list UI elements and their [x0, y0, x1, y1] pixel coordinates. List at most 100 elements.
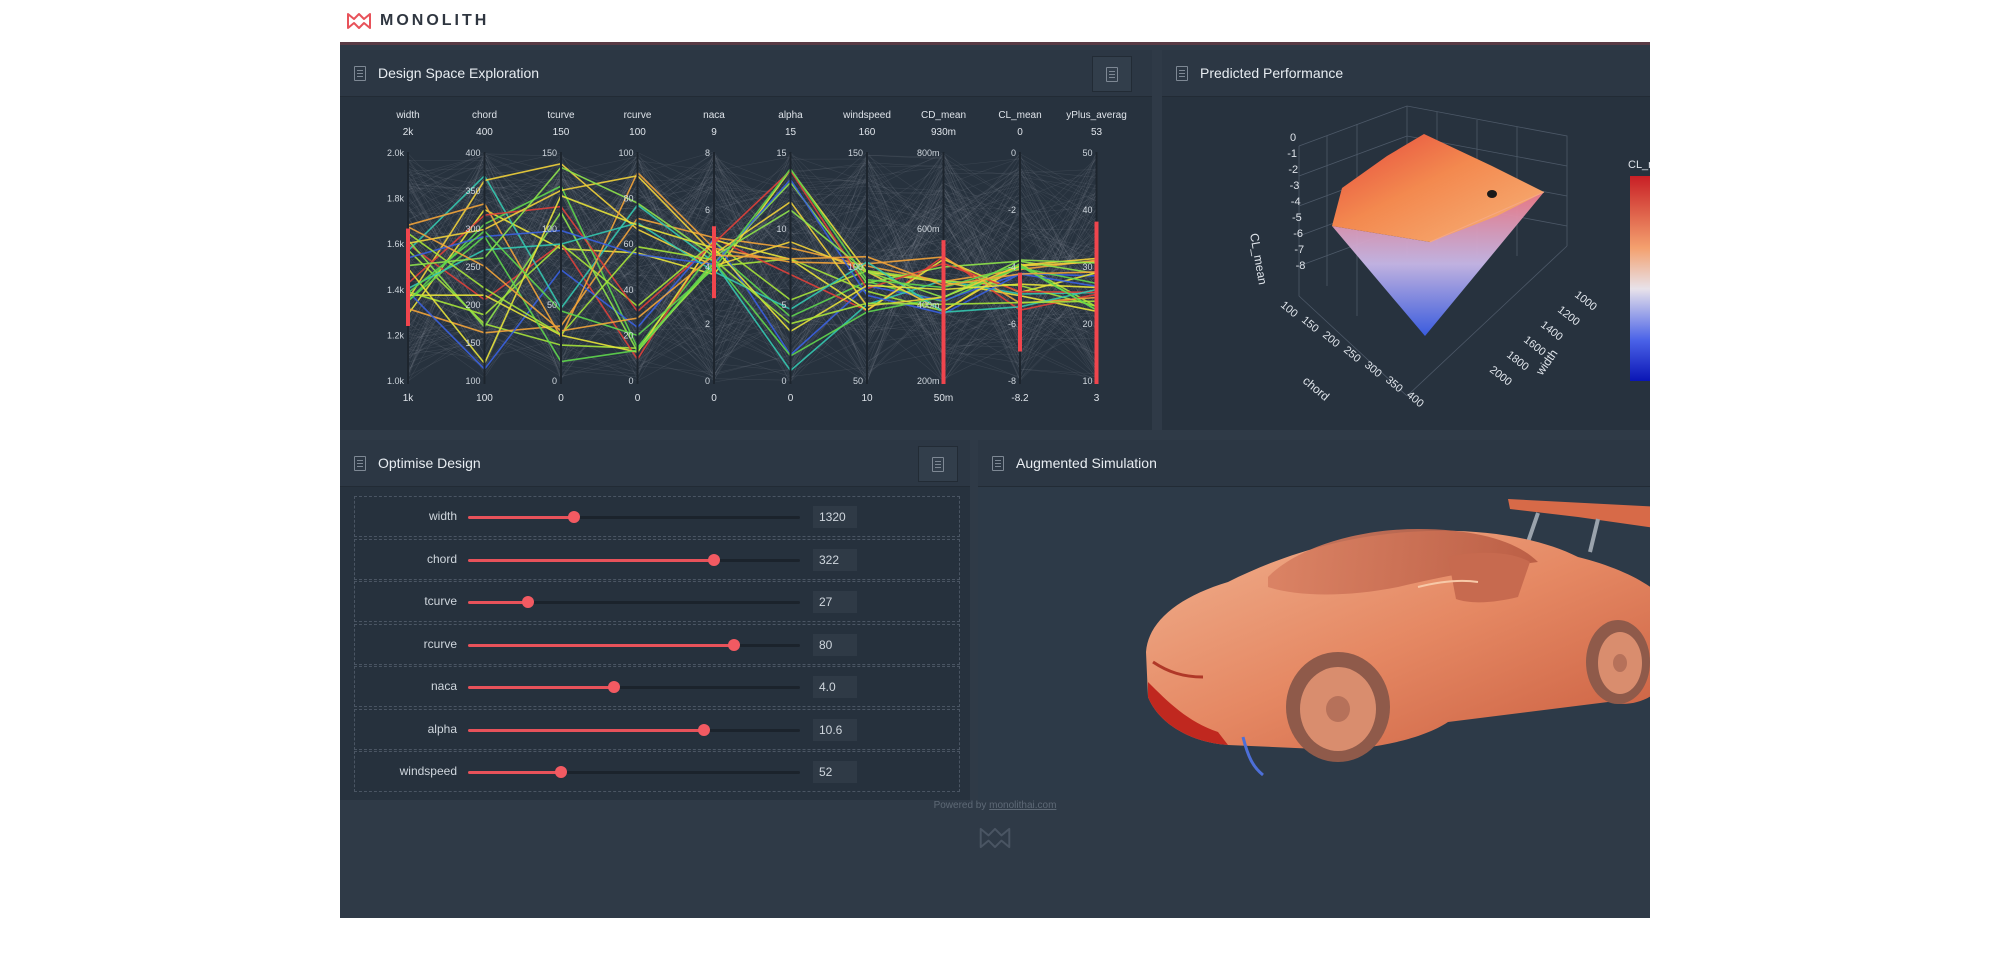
tick-label: 0 [781, 376, 786, 386]
background-lines [407, 151, 1097, 385]
slider-thumb[interactable] [554, 766, 567, 778]
slider-row-tcurve: tcurve 27 [354, 581, 960, 622]
slider-thumb[interactable] [727, 638, 740, 651]
slider-row-width: width 1320 [354, 496, 960, 537]
panel-info-button[interactable] [918, 446, 958, 482]
monolith-watermark-icon [979, 827, 1011, 849]
tick-label: 1200 [1555, 304, 1582, 329]
tick-label: 150 [542, 148, 557, 158]
tick-label: 20 [623, 330, 633, 340]
car-simulation-render[interactable] [978, 487, 1650, 800]
footer: Powered by monolithai.com [340, 800, 1650, 854]
panel-header: Design Space Exploration [340, 50, 1152, 97]
parallel-coordinates-chart[interactable]: width2k1k2.0k1.8k1.6k1.4k1.2k1.0kchord40… [340, 96, 1152, 430]
tick-label: 1.8k [387, 194, 405, 204]
axis-top-value: 9 [711, 127, 717, 138]
tick-label: 80 [623, 194, 633, 204]
slider-track[interactable] [468, 681, 800, 693]
slider-row-windspeed: windspeed 52 [354, 751, 960, 792]
tick-label: 100 [1278, 299, 1300, 320]
tick-label: -6 [1293, 228, 1303, 240]
axis-top-value: 930m [931, 127, 956, 138]
axis-name: windspeed [842, 110, 891, 121]
tick-label: 10 [776, 224, 786, 234]
slider-label: tcurve [424, 594, 457, 608]
slider-fill [468, 728, 704, 732]
slider-value[interactable]: 322 [813, 548, 857, 571]
axis-name: naca [703, 110, 725, 121]
slider-thumb[interactable] [608, 681, 621, 693]
slider-thumb[interactable] [568, 511, 581, 523]
axis-bottom-value: 100 [476, 393, 493, 404]
tick-label: 600m [917, 224, 940, 234]
slider-value[interactable]: 27 [813, 591, 857, 613]
axis-name: CD_mean [921, 110, 966, 121]
tick-label: 2.0k [387, 148, 405, 158]
slider-label: chord [426, 551, 457, 566]
tick-label: -6 [1008, 319, 1016, 329]
tick-label: 150 [848, 148, 863, 158]
tick-label: 100 [465, 376, 480, 386]
tick-label: 400 [1404, 389, 1426, 410]
surface-underside [1332, 192, 1544, 336]
slider-thumb[interactable] [707, 553, 720, 566]
tick-label: 800m [917, 148, 940, 158]
slider-track[interactable] [468, 596, 800, 608]
tick-label: 1.0k [387, 376, 405, 386]
tick-label: -1 [1287, 148, 1297, 160]
brand-logo[interactable]: MONOLITH [346, 10, 489, 32]
predicted-performance-panel: Predicted Performance [1162, 50, 1650, 430]
slider-track[interactable] [468, 511, 800, 523]
tick-label: 60 [623, 239, 633, 249]
panel-header: Predicted Performance [1162, 50, 1650, 97]
footer-link[interactable]: monolithai.com [989, 800, 1057, 811]
panel-info-button[interactable] [1092, 56, 1132, 92]
tick-label: 50 [1082, 148, 1092, 158]
tick-label: 15 [776, 148, 786, 158]
slider-thumb[interactable] [521, 596, 534, 608]
tick-label: 0 [628, 376, 633, 386]
axis-top-value: 400 [476, 127, 493, 138]
slider-value[interactable]: 52 [813, 761, 857, 783]
axis-width: width 2k 1k 2.0k 1.8k 1.6k 1.4k 1.2k 1.0k [387, 110, 420, 404]
slider-value[interactable]: 10.6 [813, 718, 857, 741]
slider-value[interactable]: 80 [813, 633, 857, 656]
tick-label: 30 [1082, 262, 1092, 272]
slider-value[interactable]: 4.0 [813, 676, 857, 698]
axis-name: tcurve [547, 110, 575, 121]
dashboard: Design Space Exploration width 2k 1k 2.0k 1.… [340, 42, 1650, 918]
constraint-range [712, 226, 716, 299]
tick-label: -4 [1291, 196, 1301, 208]
tick-label: 400m [917, 300, 940, 310]
axis-bottom-value: 3 [1094, 393, 1100, 404]
slider-thumb[interactable] [697, 723, 710, 736]
slider-track[interactable] [468, 766, 800, 778]
axis-top-value: 2k [403, 127, 415, 138]
tick-label: 6 [705, 205, 710, 215]
slider-track[interactable] [468, 638, 800, 651]
axis-name: yPlus_averag [1066, 110, 1127, 121]
footer-prefix: Powered by [933, 800, 987, 811]
slider-row-alpha: alpha 10.6 [354, 708, 960, 750]
axis-windspeed: windspeed 160 10 150 100 50 [842, 110, 891, 404]
front-wheel [1286, 652, 1390, 762]
tick-label: 0 [1290, 132, 1296, 144]
slider-label: windspeed [399, 764, 457, 778]
rear-wheel [1586, 620, 1650, 704]
slider-track[interactable] [468, 553, 800, 566]
tick-label: 150 [465, 338, 480, 348]
axis-top-value: 15 [785, 127, 797, 138]
document-icon [1176, 65, 1188, 81]
axis-top-value: 53 [1091, 127, 1103, 138]
tick-label: -2 [1008, 205, 1016, 215]
axis-bottom-value: 50m [934, 393, 953, 404]
surface-plot[interactable]: CL_m CL_mean chord width 0-1-2-3-4-5-6-7… [1162, 96, 1650, 430]
constraint-range [406, 228, 410, 326]
brand-name: MONOLITH [380, 12, 490, 29]
slider-track[interactable] [468, 723, 800, 736]
tick-label: -5 [1292, 212, 1302, 224]
axis-rcurve: rcurve 100 0 100 80 60 40 20 0 [618, 110, 651, 404]
slider-fill [468, 643, 734, 647]
slider-value[interactable]: 1320 [813, 506, 857, 528]
document-icon [354, 65, 366, 81]
